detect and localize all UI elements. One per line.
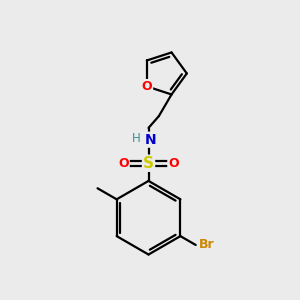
Text: H: H <box>132 132 140 145</box>
Text: O: O <box>168 157 179 170</box>
Text: O: O <box>118 157 129 170</box>
Text: O: O <box>142 80 152 93</box>
Text: N: N <box>145 133 157 147</box>
Text: S: S <box>143 156 154 171</box>
Text: Br: Br <box>199 238 214 251</box>
